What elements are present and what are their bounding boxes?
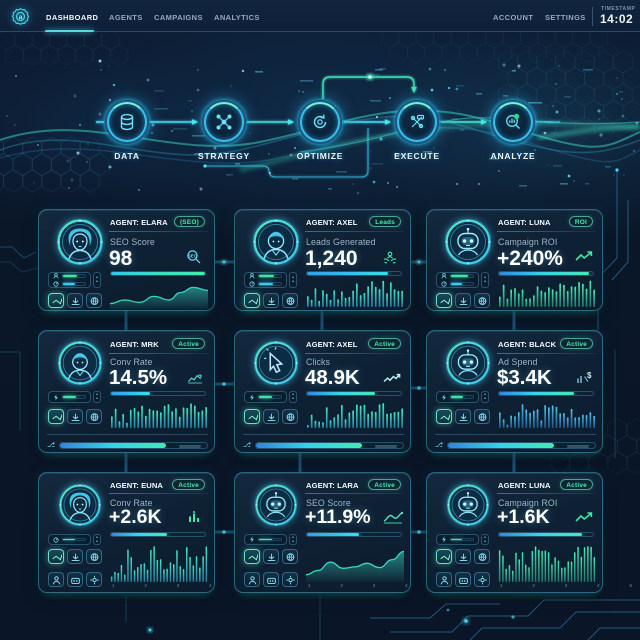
svg-text:$: $: [587, 371, 592, 380]
svg-text:a: a: [19, 14, 23, 21]
svg-text:SEO: SEO: [188, 253, 198, 258]
